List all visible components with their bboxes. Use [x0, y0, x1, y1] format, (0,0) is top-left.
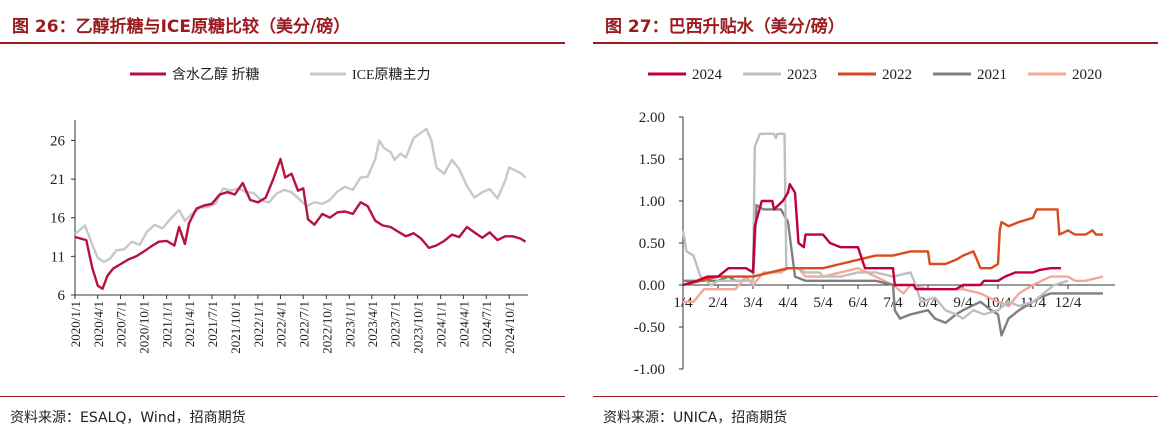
left-x-tick-label: 2024/4/1: [456, 301, 471, 347]
left-x-tick-label: 2020/1/1: [68, 301, 83, 347]
left-x-tick-label: 2024/1/1: [434, 301, 449, 347]
right-title-rule: [593, 42, 1158, 44]
left-y-tick-label: 16: [50, 211, 66, 227]
right-chart-plot: 2.001.501.000.500.00-0.50-1.001/4 2/4 3/4 4…: [634, 67, 1115, 378]
right-legend-label: 2023: [787, 67, 817, 83]
right-y-tick-label: 1.50: [639, 152, 665, 168]
right-y-tick-label: 2.00: [639, 110, 665, 126]
left-chart-source: 资料来源：ESALQ，Wind，招商期货: [10, 410, 246, 426]
left-x-tick-label: 2022/7/1: [296, 301, 311, 347]
right-chart-panel: 图 27：巴西升贴水（美分/磅） 2.00 1.50 1.00 0.50 0.00 -0.…: [593, 0, 1158, 443]
left-series-line-ice: [74, 127, 527, 263]
left-y-tick-label: 11: [51, 249, 65, 265]
left-chart-panel: 图 26：乙醇折糖与ICE原糖比较（美分/磅） 6 11 16 21 26 2020/1/…: [0, 0, 565, 443]
right-series-line-2022: [682, 208, 1103, 287]
left-legend-label: ICE原糖主力: [352, 67, 431, 83]
left-x-tick-label: 2023/10/1: [411, 301, 426, 354]
left-x-tick-label: 2023/1/1: [342, 301, 357, 347]
right-series-line-2024: [682, 182, 1061, 291]
left-x-tick-label: 2023/4/1: [365, 301, 380, 347]
right-source-rule: [593, 396, 1158, 397]
right-legend-label: 2021: [977, 67, 1007, 83]
left-x-tick-label: 2023/7/1: [388, 301, 403, 347]
left-x-tick-label: 2021/7/1: [205, 301, 220, 347]
left-x-tick-label: 2022/1/1: [251, 301, 266, 347]
right-chart-source: 资料来源：UNICA，招商期货: [603, 410, 788, 426]
right-legend-label: 2022: [882, 67, 912, 83]
left-source-rule: [0, 396, 565, 397]
right-y-tick-label: 1.00: [639, 194, 665, 210]
left-series-line-ethanol: [74, 157, 527, 290]
left-chart-plot: 6 11 16 21 26 2020/1/1 2020/4/1 2020/7/1 2020/10…: [50, 66, 528, 354]
right-legend-label: 2020: [1072, 67, 1102, 83]
right-x-tick-label: 12/4: [1055, 295, 1082, 311]
left-x-tick-label: 2024/10/1: [502, 301, 517, 354]
right-y-tick-label: 0.50: [639, 236, 665, 252]
left-y-tick-label: 6: [58, 288, 66, 304]
left-y-tick-label: 21: [50, 172, 65, 188]
left-x-tick-label: 2021/10/1: [228, 301, 243, 354]
right-legend-label: 2024: [692, 67, 723, 83]
right-x-tick-label: 3/4: [743, 295, 763, 311]
left-x-tick-label: 2022/4/1: [273, 301, 288, 347]
right-x-tick-label: 5/4: [813, 295, 833, 311]
left-x-tick-label: 2024/7/1: [479, 301, 494, 347]
left-chart-title: 图 26：乙醇折糖与ICE原糖比较（美分/磅）: [12, 17, 351, 37]
left-x-tick-label: 2020/10/1: [137, 301, 152, 354]
right-x-tick-label: 2/4: [708, 295, 728, 311]
left-legend-label: 含水乙醇 折糖: [172, 66, 260, 83]
left-title-rule: [0, 42, 565, 44]
left-x-tick-label: 2020/4/1: [91, 301, 106, 347]
right-y-tick-label: 0.00: [639, 278, 665, 294]
right-series-line-2020: [683, 267, 1104, 308]
left-x-tick-label: 2020/7/1: [114, 301, 129, 347]
right-x-tick-label: 6/4: [848, 295, 868, 311]
left-x-tick-label: 2021/1/1: [160, 301, 175, 347]
left-x-tick-label: 2021/4/1: [182, 301, 197, 347]
left-x-tick-label: 2022/10/1: [319, 301, 334, 354]
left-y-tick-label: 26: [50, 133, 66, 149]
right-y-tick-label: -0.50: [634, 320, 665, 336]
right-series-line-2023: [681, 132, 1069, 320]
right-x-tick-label: 4/4: [778, 295, 798, 311]
right-chart-title: 图 27：巴西升贴水（美分/磅）: [605, 17, 845, 37]
right-x-tick-label: 9/4: [953, 295, 973, 311]
right-y-tick-label: -1.00: [634, 362, 665, 378]
